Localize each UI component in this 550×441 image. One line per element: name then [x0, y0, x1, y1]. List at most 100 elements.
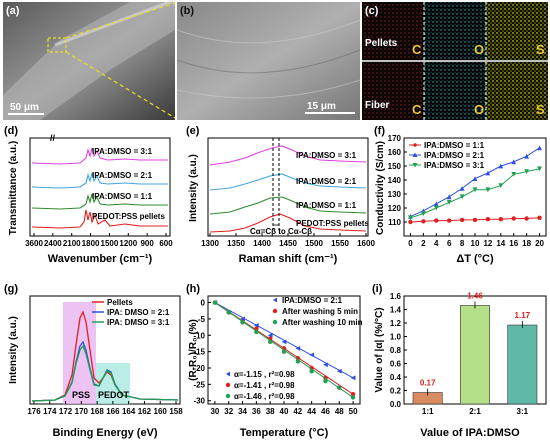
legend-g-pellets: Pellets	[107, 298, 133, 307]
d-x-tick-label: 1800	[82, 239, 100, 248]
g-x-tick-label: 176	[27, 407, 41, 416]
legend-e-pellets: PEDOT:PSS pellets	[296, 219, 369, 228]
f-point-1	[511, 159, 517, 165]
h-x-tick-label: 40	[280, 407, 289, 416]
panel-i: (i) Value of |α| (%/°C) Value of IPA:DMS…	[372, 283, 547, 439]
f-y-tick-label: 110	[388, 218, 401, 227]
f-point-2	[433, 205, 439, 211]
h-x-tick-label: 48	[335, 407, 344, 416]
h-y-tick-label: -30	[193, 397, 205, 406]
legend-d-3-1: IPA:DMSO = 3:1	[92, 147, 153, 156]
legend-e-2-1: IPA:DMSO = 2:1	[296, 177, 357, 186]
f-point-1	[485, 170, 491, 176]
f-point-1	[446, 194, 452, 200]
f-point-1	[524, 153, 530, 159]
xlabel-d: Wavenumber (cm⁻¹)	[48, 253, 153, 265]
eds-map-o-fiber	[424, 62, 486, 120]
ylabel-f: Conductivity (S/cm)	[375, 141, 386, 235]
h-point-2	[281, 349, 287, 354]
f-x-tick-label: 2	[421, 239, 426, 248]
element-o-1: O	[474, 42, 484, 57]
h-point-2	[337, 385, 342, 390]
ftir-pellets	[31, 209, 168, 229]
panel-label-e: (e)	[186, 125, 200, 137]
eds-map-s-fiber	[486, 62, 548, 120]
element-s-2: S	[536, 102, 545, 117]
h-point-1	[350, 391, 356, 397]
f-x-tick-label: 10	[471, 239, 480, 248]
xlabel-e: Raman shift (cm⁻¹)	[239, 253, 338, 265]
ylabel-d: Transmittance (a.u.)	[8, 141, 19, 235]
i-y-tick-label: 1.6	[390, 292, 402, 301]
i-value-label: 1.46	[467, 291, 483, 300]
raman-1-1	[209, 196, 367, 215]
e-x-tick-label: 1350	[227, 239, 245, 248]
f-x-tick-label: 0	[408, 239, 413, 248]
f-point-2	[511, 172, 517, 177]
f-point-2	[472, 187, 478, 193]
i-bar	[460, 305, 490, 405]
f-point-0	[472, 217, 478, 223]
f-y-tick-label: 160	[388, 148, 402, 157]
legend-d-1-1: IPA:DMSO = 1:1	[92, 192, 153, 201]
axis-break-d: //	[50, 133, 56, 143]
fit-label-2: α=-1.41 , r²=0.98	[234, 381, 295, 390]
e-x-tick-label: 1400	[253, 239, 271, 248]
f-point-0	[537, 215, 542, 220]
h-point-2	[323, 378, 328, 384]
h-x-tick-label: 50	[349, 407, 358, 416]
panel-f: (f) Conductivity (S/cm) ΔT (°C) 0 2 4 6 8 10 1…	[374, 125, 547, 265]
eds-map-s-pellets	[486, 2, 548, 60]
h-point-0	[253, 323, 259, 328]
d-x-tick-label: 3600	[25, 239, 43, 248]
h-point-2	[350, 395, 356, 400]
panel-e: (e) Intensity (a.u.) Raman shift (cm⁻¹) …	[186, 125, 375, 265]
d-x-tick-label: 1500	[101, 239, 119, 248]
i-y-tick-label: 0.2	[390, 387, 402, 396]
xlabel-h: Temperature (°C)	[240, 427, 329, 439]
region-label-pedot: PEDOT	[98, 390, 130, 400]
h-point-2	[240, 319, 245, 325]
i-y-tick-label: 1.0	[390, 333, 402, 342]
legend-h-5min: After washing 5 min	[282, 307, 358, 316]
h-point-2	[212, 300, 218, 305]
legend-f-2-1: IPA:DMSO = 2:1	[424, 151, 485, 160]
annotation-e: Cα=Cβ to Cα-Cβ	[250, 227, 312, 236]
f-point-2	[446, 200, 452, 205]
g-x-tick-label: 158	[169, 407, 183, 416]
h-x-tick-label: 34	[238, 407, 247, 416]
f-x-tick-label: 12	[483, 239, 492, 248]
h-point-0	[309, 352, 315, 358]
f-point-0	[524, 216, 529, 221]
h-x-tick-label: 38	[266, 407, 275, 416]
i-value-label: 0.17	[420, 379, 436, 388]
d-x-tick-label: 900	[140, 239, 154, 248]
legend-h-2-1: IPA:DMSO = 2:1	[282, 296, 343, 305]
panel-label-d: (d)	[4, 125, 18, 137]
f-series-line-2	[410, 168, 540, 219]
f-x-tick-label: 18	[522, 239, 531, 248]
element-c-2: C	[412, 102, 422, 117]
f-point-0	[408, 219, 413, 225]
legend-g: Pellets IPA: DMSO = 2:1 IPA: DMSO = 3:1	[92, 298, 170, 327]
ylabel-h: (R-R₀)/R₀ (%)	[188, 319, 199, 381]
f-point-1	[537, 145, 542, 151]
zoom-box	[47, 37, 67, 53]
h-x-tick-label: 44	[307, 407, 316, 416]
eds-map-c-pellets	[362, 2, 424, 60]
legend-g-3-1: IPA: DMSO = 3:1	[107, 318, 170, 327]
g-x-tick-label: 166	[106, 407, 120, 416]
panel-label-c: (c)	[365, 5, 379, 17]
h-y-tick-label: -25	[193, 380, 205, 389]
raman-2-1	[209, 173, 367, 191]
i-y-tick-label: 0.8	[390, 346, 402, 355]
ftir-2-1	[31, 172, 168, 189]
panel-label-b: (b)	[180, 5, 194, 17]
f-y-tick-label: 120	[388, 204, 402, 213]
h-point-0	[350, 375, 356, 381]
panel-h: (h) (R-R₀)/R₀ (%) Temperature (°C) 30 32 3…	[186, 283, 363, 439]
row-label-fiber: Fiber	[365, 100, 390, 111]
h-x-tick-label: 30	[210, 407, 219, 416]
h-point-2	[309, 369, 314, 374]
